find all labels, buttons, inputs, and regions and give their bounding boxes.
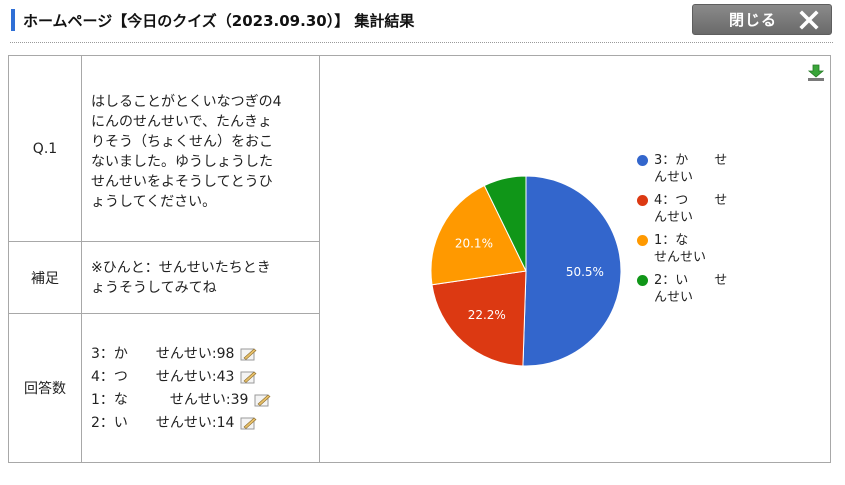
legend-swatch <box>637 235 648 246</box>
pie-slice[interactable] <box>431 270 527 367</box>
edit-note-icon[interactable] <box>240 370 257 384</box>
answer-item: 4：つ せんせい:43 <box>91 365 313 388</box>
download-icon[interactable] <box>807 64 825 82</box>
pie-slice[interactable] <box>483 175 527 272</box>
page-title: ホームページ【今日のクイズ（2023.09.30）】 集計結果 <box>23 12 415 30</box>
answer-text: 1：な せんせい:39 <box>91 391 249 408</box>
legend-label: んせい <box>654 210 694 225</box>
answer-item: 1：な せんせい:39 <box>91 388 313 411</box>
pie-chart: 50.5% 22.2% 20.1% <box>430 175 622 367</box>
answer-text: 3：か せんせい:98 <box>91 345 235 362</box>
question-text: はしることがとくいなつぎの4 にんのせんせいで、たんきょ りそう（ちょくせん）を… <box>91 92 313 212</box>
question-text-line: にんのせんせいで、たんきょ <box>91 114 273 130</box>
result-panel: Q.1 はしることがとくいなつぎの4 にんのせんせいで、たんきょ りそう（ちょく… <box>8 55 831 463</box>
pie-slice[interactable] <box>430 184 527 286</box>
hint-label: 補足 <box>31 270 59 287</box>
slice-percent-label: 20.1% <box>455 236 493 250</box>
legend-label: 1：な <box>654 233 689 248</box>
edit-note-icon[interactable] <box>254 393 271 407</box>
edit-note-icon[interactable] <box>240 347 257 361</box>
answer-item: 2：い せんせい:14 <box>91 411 313 434</box>
question-text-line: はしることがとくいなつぎの4 <box>91 94 282 110</box>
legend-label: 2：い せ <box>654 273 728 288</box>
question-text-line: りそう（ちょくせん）をおこ <box>91 134 273 150</box>
legend-item: 4：つ せんせい <box>637 192 747 226</box>
legend-swatch <box>637 155 648 166</box>
question-table: Q.1 はしることがとくいなつぎの4 にんのせんせいで、たんきょ りそう（ちょく… <box>9 56 320 462</box>
legend-swatch <box>637 275 648 286</box>
chart-legend: 3：か せんせい 4：つ せんせい 1：な せんせい 2：い せんせい <box>637 152 747 312</box>
answer-text: 4：つ せんせい:43 <box>91 368 235 385</box>
answer-text: 2：い せんせい:14 <box>91 414 235 431</box>
title-accent-bar <box>11 9 15 31</box>
legend-item: 3：か せんせい <box>637 152 747 186</box>
hint-text-line: ょうそうしてみてね <box>91 280 217 296</box>
question-text-line: ないました。ゆうしょうした <box>91 154 273 170</box>
legend-label: んせい <box>654 290 694 305</box>
hint-text: ※ひんと：せんせいたちとき ょうそうしてみてね <box>91 258 313 298</box>
close-button-label: 閉じる <box>728 11 777 29</box>
question-text-line: ょうしてください。 <box>91 194 217 210</box>
legend-label: んせい <box>654 170 694 185</box>
legend-item: 1：なせんせい <box>637 232 747 266</box>
answer-count-label: 回答数 <box>24 381 66 397</box>
answer-list: 3：か せんせい:98 4：つ せんせい:43 1：な せんせい:39 <box>91 342 313 434</box>
slice-percent-label: 50.5% <box>566 265 604 279</box>
edit-note-icon[interactable] <box>240 416 257 430</box>
close-button[interactable]: 閉じる <box>692 4 832 35</box>
header: ホームページ【今日のクイズ（2023.09.30）】 集計結果 閉じる <box>11 4 833 36</box>
pie-slice[interactable] <box>522 175 622 367</box>
question-text-line: せんせいをよそうしてとうひ <box>91 174 273 190</box>
hint-text-line: ※ひんと：せんせいたちとき <box>91 260 271 276</box>
header-divider <box>10 42 833 43</box>
answer-item: 3：か せんせい:98 <box>91 342 313 365</box>
question-label: Q.1 <box>32 140 58 157</box>
close-icon <box>799 9 819 30</box>
legend-label: 3：か せ <box>654 153 728 168</box>
legend-swatch <box>637 195 648 206</box>
slice-percent-label: 22.2% <box>468 308 506 322</box>
legend-label: せんせい <box>654 250 707 265</box>
legend-item: 2：い せんせい <box>637 272 747 306</box>
legend-label: 4：つ せ <box>654 193 728 208</box>
